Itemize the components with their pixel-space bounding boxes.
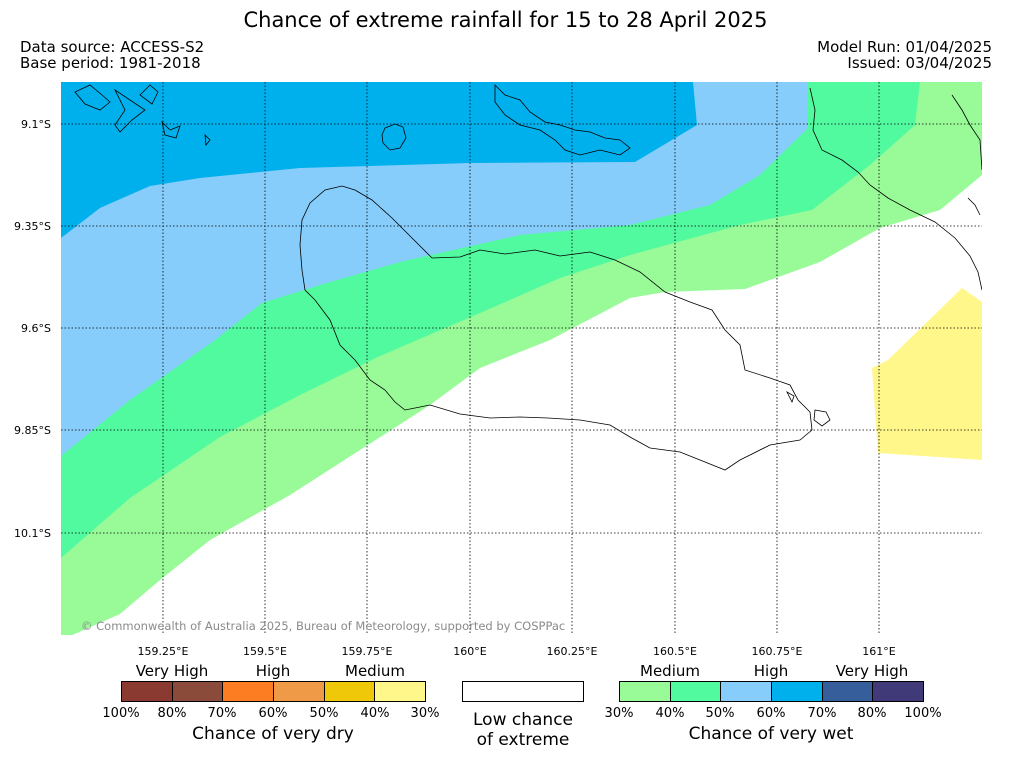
lon-label: 159.75°E [341, 645, 393, 658]
main-island [299, 185, 813, 471]
low-chance-swatch [462, 681, 584, 702]
lon-label: 159.5°E [243, 645, 287, 658]
lat-label: 9.35°S [14, 220, 51, 233]
dry-tick-label: 30% [410, 706, 440, 721]
islands-east [951, 94, 982, 216]
lon-label: 160.5°E [653, 645, 697, 658]
wet-swatch [670, 682, 722, 701]
lon-label: 160.25°E [546, 645, 598, 658]
dry-tick-label: 70% [207, 706, 237, 721]
lon-label: 160.75°E [751, 645, 803, 658]
dry-swatch [324, 682, 376, 701]
lat-label: 9.85°S [14, 424, 51, 437]
dry-tick-label: 100% [102, 706, 140, 721]
chart-title: Chance of extreme rainfall for 15 to 28 … [243, 8, 768, 32]
dry-caption: Chance of very dry [192, 724, 354, 744]
wet-tick-label: 30% [604, 706, 634, 721]
low-chance-line-2: of extreme [476, 730, 570, 750]
lon-label: 160°E [453, 645, 487, 658]
wet-tick-label: 70% [807, 706, 837, 721]
dry-colorbar [121, 681, 426, 702]
small-island-north [381, 123, 407, 151]
wet-50-60-zone [61, 82, 808, 456]
dry-swatch [274, 682, 325, 701]
low-chance-label: Low chance of extreme [473, 710, 573, 750]
dry-30-40-zone [872, 288, 982, 460]
wet-tick-label: 40% [655, 706, 685, 721]
gridlines [61, 82, 982, 635]
wet-swatch [721, 682, 773, 701]
data-source-text: Data source: ACCESS-S2 [20, 38, 205, 56]
wet-colorbar [619, 681, 924, 702]
islands-northcentral [494, 84, 631, 156]
dry-tick-label: 50% [309, 706, 339, 721]
low-chance-line-1: Low chance [473, 710, 573, 730]
dry-tick-label: 40% [360, 706, 390, 721]
dry-level-label: Medium [345, 662, 405, 680]
wet-level-label: Medium [640, 662, 700, 680]
base-period-text: Base period: 1981-2018 [20, 54, 201, 72]
lat-label: 9.1°S [21, 118, 51, 131]
dry-swatch [223, 682, 275, 701]
lon-label: 159.25°E [137, 645, 189, 658]
coastlines [74, 84, 982, 471]
wet-tick-label: 80% [857, 706, 887, 721]
wet-swatch [873, 682, 924, 701]
islands-northwest [74, 84, 211, 147]
dry-swatch [375, 682, 426, 701]
dry-swatch [172, 682, 224, 701]
wet-swatch [620, 682, 671, 701]
wet-tick-label: 100% [904, 706, 942, 721]
lat-label: 9.6°S [21, 322, 51, 335]
lat-label: 10.1°S [14, 527, 51, 540]
wet-caption: Chance of very wet [688, 724, 854, 744]
wet-tick-label: 50% [705, 706, 735, 721]
wet-level-label: High [753, 662, 789, 680]
wet-level-label: Very High [835, 662, 909, 680]
model-run-text: Model Run: 01/04/2025 [817, 38, 992, 56]
issued-text: Issued: 03/04/2025 [847, 54, 992, 72]
wet-tick-label: 60% [756, 706, 786, 721]
dry-swatch [122, 682, 173, 701]
dry-level-label: High [255, 662, 291, 680]
dry-tick-label: 80% [157, 706, 187, 721]
wet-60-70-zone [61, 82, 697, 238]
dry-tick-label: 60% [258, 706, 288, 721]
copyright-text: © Commonwealth of Australia 2025, Bureau… [81, 619, 566, 633]
wet-swatch [822, 682, 874, 701]
wet-swatch [772, 682, 823, 701]
dry-level-label: Very High [135, 662, 209, 680]
islets-southeast [786, 390, 831, 427]
rainfall-map [61, 82, 982, 635]
lon-label: 161°E [862, 645, 896, 658]
